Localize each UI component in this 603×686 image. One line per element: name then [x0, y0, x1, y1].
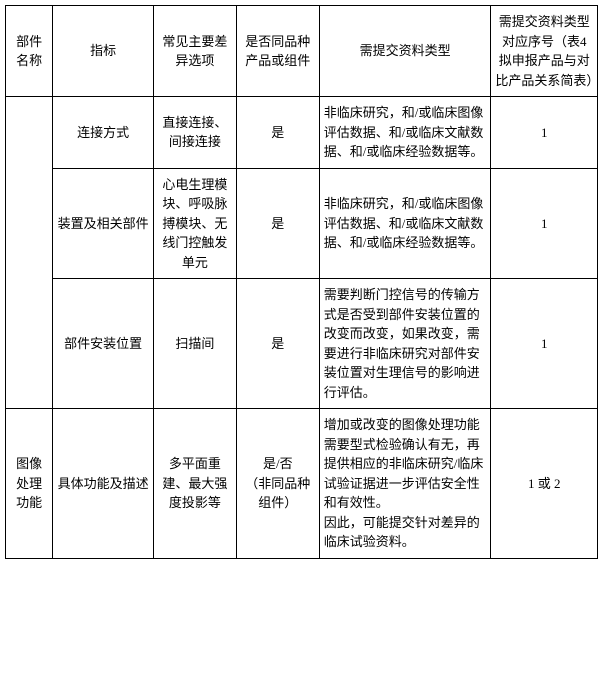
cell-col4: 是 [236, 279, 319, 409]
cell-col4: 是 [236, 168, 319, 279]
cell-col4: 是/否（非同品种组件） [236, 409, 319, 559]
cell-col2: 装置及相关部件 [53, 168, 154, 279]
cell-col5: 非临床研究，和/或临床图像评估数据、和/或临床文献数据、和/或临床经验数据等。 [319, 97, 491, 169]
cell-col1 [6, 97, 53, 409]
table-row: 装置及相关部件 心电生理模块、呼吸脉搏模块、无线门控触发单元 是 非临床研究，和… [6, 168, 598, 279]
header-col3: 常见主要差异选项 [153, 6, 236, 97]
cell-col3: 心电生理模块、呼吸脉搏模块、无线门控触发单元 [153, 168, 236, 279]
header-col2: 指标 [53, 6, 154, 97]
cell-col6: 1 或 2 [491, 409, 598, 559]
cell-col3: 多平面重建、最大强度投影等 [153, 409, 236, 559]
header-col6: 需提交资料类型对应序号（表4 拟申报产品与对比产品关系简表） [491, 6, 598, 97]
cell-col6: 1 [491, 97, 598, 169]
cell-col5: 需要判断门控信号的传输方式是否受到部件安装位置的改变而改变，如果改变，需要进行非… [319, 279, 491, 409]
table-row: 连接方式 直接连接、间接连接 是 非临床研究，和/或临床图像评估数据、和/或临床… [6, 97, 598, 169]
cell-col2: 部件安装位置 [53, 279, 154, 409]
data-table: 部件名称 指标 常见主要差异选项 是否同品种产品或组件 需提交资料类型 需提交资… [5, 5, 598, 559]
header-col4: 是否同品种产品或组件 [236, 6, 319, 97]
table-row: 图像处理功能 具体功能及描述 多平面重建、最大强度投影等 是/否（非同品种组件）… [6, 409, 598, 559]
cell-col4: 是 [236, 97, 319, 169]
cell-col5: 非临床研究，和/或临床图像评估数据、和/或临床文献数据、和/或临床经验数据等。 [319, 168, 491, 279]
table-header-row: 部件名称 指标 常见主要差异选项 是否同品种产品或组件 需提交资料类型 需提交资… [6, 6, 598, 97]
cell-col5: 增加或改变的图像处理功能需要型式检验确认有无，再提供相应的非临床研究/临床试验证… [319, 409, 491, 559]
header-col5: 需提交资料类型 [319, 6, 491, 97]
table-row: 部件安装位置 扫描间 是 需要判断门控信号的传输方式是否受到部件安装位置的改变而… [6, 279, 598, 409]
cell-col3: 直接连接、间接连接 [153, 97, 236, 169]
cell-col6: 1 [491, 279, 598, 409]
cell-col1: 图像处理功能 [6, 409, 53, 559]
cell-col3: 扫描间 [153, 279, 236, 409]
cell-col6: 1 [491, 168, 598, 279]
cell-col2: 连接方式 [53, 97, 154, 169]
cell-col2: 具体功能及描述 [53, 409, 154, 559]
header-col1: 部件名称 [6, 6, 53, 97]
